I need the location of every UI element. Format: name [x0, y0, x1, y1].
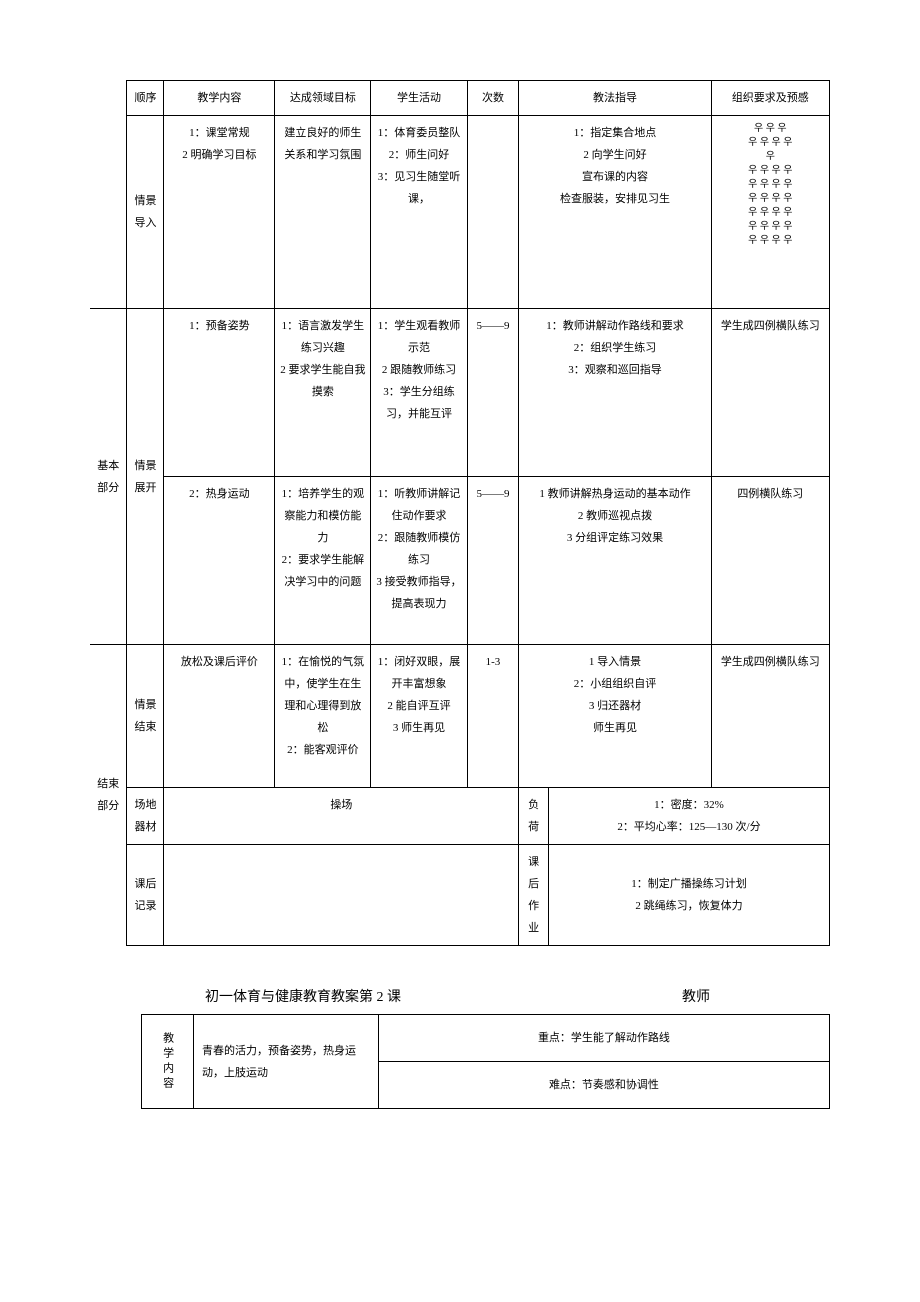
- load-label: 负荷: [519, 788, 549, 845]
- r3-goal: 1：培养学生的观察能力和模仿能力 2：要求学生能解决学习中的问题: [275, 477, 371, 645]
- section3-label: 结束部分: [90, 645, 127, 946]
- lesson2-title: 初一体育与健康教育教案第 2 课: [205, 986, 401, 1006]
- row-record: 课后记录 课后作业 1：制定广播操练习计划 2 跳绳练习，恢复体力: [90, 845, 830, 946]
- lesson-plan-table: 顺序 教学内容 达成领域目标 学生活动 次数 教法指导 组织要求及预感 情景导入…: [90, 80, 830, 946]
- row-basic-2: 2：热身运动 1：培养学生的观察能力和模仿能力 2：要求学生能解决学习中的问题 …: [90, 477, 830, 645]
- h-content: 教学内容: [164, 81, 275, 116]
- header-row: 顺序 教学内容 达成领域目标 学生活动 次数 教法指导 组织要求及预感: [90, 81, 830, 116]
- r4-activity: 1：闭好双眼，展开丰富想象 2 能自评互评 3 师生再见: [371, 645, 467, 788]
- r1-times: [467, 116, 519, 309]
- lesson2-diff: 难点：节奏感和协调性: [378, 1062, 829, 1109]
- r1-content: 1：课堂常规 2 明确学习目标: [164, 116, 275, 309]
- r4-seq: 情景结束: [127, 645, 164, 788]
- r4-times: 1-3: [467, 645, 519, 788]
- h-method: 教法指导: [519, 81, 711, 116]
- r2-content: 1：预备姿势: [164, 309, 275, 477]
- r3-content: 2：热身运动: [164, 477, 275, 645]
- r1-seq: 情景导入: [127, 116, 164, 309]
- venue-label: 场地器材: [127, 788, 164, 845]
- r2-times: 5——9: [467, 309, 519, 477]
- hw-label: 课后作业: [519, 845, 549, 946]
- venue-val: 操场: [164, 788, 519, 845]
- r1-method: 1：指定集合地点 2 向学生问好 宣布课的内容 检查服装，安排见习生: [519, 116, 711, 309]
- r2-org: 学生成四例横队练习: [711, 309, 829, 477]
- section2-label: 基本部分: [90, 309, 127, 645]
- lesson2-side: 教学内容: [142, 1015, 194, 1109]
- h-seq: 顺序: [127, 81, 164, 116]
- lesson2-table: 教学内容 青春的活力，预备姿势，热身运动，上肢运动 重点：学生能了解动作路线 难…: [90, 1014, 830, 1109]
- h-activity: 学生活动: [371, 81, 467, 116]
- r1-org: 우 우 우 우 우 우 우 우 우 우 우 우 우 우 우 우 우 우 우 우 …: [711, 116, 829, 309]
- r1-activity: 1：体育委员整队 2：师生问好 3：见习生随堂听课，: [371, 116, 467, 309]
- r3-activity: 1：听教师讲解记住动作要求 2：跟随教师模仿练习 3 接受教师指导，提高表现力: [371, 477, 467, 645]
- r4-content: 放松及课后评价: [164, 645, 275, 788]
- r4-method: 1 导入情景 2：小组组织自评 3 归还器材 师生再见: [519, 645, 711, 788]
- r2-activity: 1：学生观看教师示范 2 跟随教师练习 3：学生分组练习，并能互评: [371, 309, 467, 477]
- row-intro: 情景导入 1：课堂常规 2 明确学习目标 建立良好的师生关系和学习氛围 1：体育…: [90, 116, 830, 309]
- r3-method: 1 教师讲解热身运动的基本动作 2 教师巡视点拨 3 分组评定练习效果: [519, 477, 711, 645]
- lesson2-title-row: 初一体育与健康教育教案第 2 课 教师: [90, 986, 830, 1006]
- r1-goal: 建立良好的师生关系和学习氛围: [275, 116, 371, 309]
- record-label: 课后记录: [127, 845, 164, 946]
- r3-times: 5——9: [467, 477, 519, 645]
- load-val: 1：密度：32% 2：平均心率：125—130 次/分: [548, 788, 829, 845]
- r2-method: 1：教师讲解动作路线和要求 2：组织学生练习 3：观察和巡回指导: [519, 309, 711, 477]
- h-org: 组织要求及预感: [711, 81, 829, 116]
- row-end: 结束部分 情景结束 放松及课后评价 1：在愉悦的气氛中，使学生在生理和心理得到放…: [90, 645, 830, 788]
- r2-goal: 1：语言激发学生练习兴趣 2 要求学生能自我摸索: [275, 309, 371, 477]
- r4-org: 学生成四例横队练习: [711, 645, 829, 788]
- lesson2-teacher: 教师: [682, 986, 710, 1006]
- h-times: 次数: [467, 81, 519, 116]
- row-basic-1: 基本部分 情景展开 1：预备姿势 1：语言激发学生练习兴趣 2 要求学生能自我摸…: [90, 309, 830, 477]
- r3-org: 四例横队练习: [711, 477, 829, 645]
- lesson2-content: 青春的活力，预备姿势，热身运动，上肢运动: [194, 1015, 379, 1109]
- record-val: [164, 845, 519, 946]
- hw-val: 1：制定广播操练习计划 2 跳绳练习，恢复体力: [548, 845, 829, 946]
- row-venue: 场地器材 操场 负荷 1：密度：32% 2：平均心率：125—130 次/分: [90, 788, 830, 845]
- lesson2-key: 重点：学生能了解动作路线: [378, 1015, 829, 1062]
- h-goal: 达成领域目标: [275, 81, 371, 116]
- r2-seq: 情景展开: [127, 309, 164, 645]
- r4-goal: 1：在愉悦的气氛中，使学生在生理和心理得到放松 2：能客观评价: [275, 645, 371, 788]
